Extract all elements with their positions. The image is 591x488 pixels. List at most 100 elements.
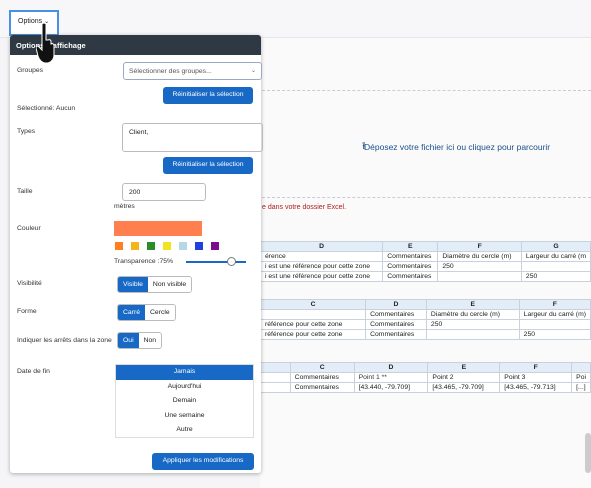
size-unit: mètres: [114, 203, 135, 210]
size-input[interactable]: 200: [122, 183, 206, 201]
table-cell: Commentaires: [382, 271, 439, 282]
table-header: D: [365, 299, 427, 310]
table-cell: 250: [520, 271, 591, 282]
warning-text: e dans votre dossier Excel.: [262, 204, 347, 211]
table-cell: Diamètre du cercle (m): [437, 251, 522, 262]
table-cell: référence pour cette zone: [259, 319, 367, 330]
visibility-toggle: Visible Non visible: [117, 276, 193, 293]
color-swatch-green[interactable]: [147, 242, 155, 250]
table-row: érence Commentaires Diamètre du cercle (…: [259, 251, 591, 262]
slider-handle[interactable]: [227, 257, 236, 266]
shape-label: Forme: [17, 308, 37, 315]
groups-select[interactable]: Sélectionner des groupes... ⌄: [123, 62, 262, 80]
table-header: F: [437, 241, 522, 252]
table-cell: [43.465, -79.713]: [499, 382, 573, 393]
apply-button[interactable]: Appliquer les modifications: [152, 453, 254, 470]
table-cell: i est une référence pour cette zone: [259, 261, 384, 272]
table-cell: érence: [259, 251, 384, 262]
transparency-label: Transparence :75%: [114, 258, 174, 265]
table-cell: Commentaires: [365, 329, 427, 340]
color-swatch-orange[interactable]: [115, 242, 123, 250]
file-dropzone[interactable]: ⭱ Déposez votre fichier ici ou cliquez p…: [262, 90, 591, 198]
scrollbar[interactable]: [585, 433, 591, 473]
table-cell: [520, 261, 591, 272]
types-label: Types: [17, 128, 36, 135]
groups-reset-button[interactable]: Réinitialiser la sélection: [163, 87, 253, 104]
end-date-option[interactable]: Demain: [172, 397, 197, 405]
color-swatch-yellow[interactable]: [163, 242, 171, 250]
shape-option-circle[interactable]: Cercle: [145, 305, 175, 320]
table-header: [571, 362, 591, 373]
types-value: Client,: [129, 129, 149, 136]
upload-icon: ⭱: [362, 141, 366, 152]
table-header: E: [425, 299, 520, 310]
table-1: D E F G érence Commentaires Diamètre du …: [259, 241, 591, 282]
groups-label: Groupes: [17, 67, 44, 74]
visibility-label: Visibilité: [17, 280, 42, 287]
table-header: E: [427, 362, 501, 373]
options-button-label: Options: [18, 18, 43, 25]
table-header: C: [259, 299, 367, 310]
table-cell: Point 1 **: [353, 372, 429, 383]
table-cell: [259, 309, 367, 320]
table-header: F: [518, 299, 591, 310]
table-cell: [43.465, -79.709]: [427, 382, 501, 393]
end-date-list: Jamais Aujourd'hui Demain Une semaine Au…: [115, 364, 254, 438]
table-header: [260, 362, 291, 373]
types-input[interactable]: Client,: [122, 123, 263, 152]
color-swatch-amber[interactable]: [131, 242, 139, 250]
table-cell: Commentaires: [382, 261, 439, 272]
color-label: Couleur: [17, 225, 41, 232]
table-row: Commentaires Point 1 ** Point 2 Point 3 …: [260, 372, 591, 383]
top-bar: Options ⌄: [0, 0, 591, 38]
table-cell: i est une référence pour cette zone: [259, 271, 384, 282]
visibility-option-visible[interactable]: Visible: [118, 277, 148, 292]
table-cell: [425, 329, 520, 340]
table-row: i est une référence pour cette zone Comm…: [259, 261, 591, 272]
table-header: F: [499, 362, 573, 373]
stops-option-no[interactable]: Non: [138, 333, 162, 348]
table-row: i est une référence pour cette zone Comm…: [259, 271, 591, 282]
table-cell: [260, 372, 291, 383]
color-preview[interactable]: [114, 221, 202, 236]
shape-toggle: Carré Cercle: [117, 304, 176, 321]
table-cell: 250: [437, 261, 522, 272]
end-date-option[interactable]: Aujourd'hui: [167, 382, 202, 390]
table-cell: 250: [518, 329, 591, 340]
display-options-panel: Options d'affichage Groupes Sélectionner…: [10, 35, 263, 473]
end-date-option[interactable]: Jamais: [116, 365, 253, 380]
table-cell: [260, 382, 291, 393]
transparency-slider[interactable]: [186, 257, 246, 266]
table-row: Commentaires Diamètre du cercle (m) Larg…: [259, 309, 591, 320]
table-cell: Poi: [571, 372, 591, 383]
dropzone-text: Déposez votre fichier ici ou cliquez pou…: [364, 142, 551, 152]
chevron-down-icon: ⌄: [44, 19, 50, 25]
table-cell: [43.440, -79.709]: [353, 382, 429, 393]
stops-option-yes[interactable]: Oui: [118, 333, 139, 348]
table-header: D: [353, 362, 429, 373]
stops-label: Indiquer les arrêts dans la zone: [17, 337, 112, 344]
color-swatch-blue[interactable]: [195, 242, 203, 250]
table-cell: référence pour cette zone: [259, 329, 367, 340]
end-date-option[interactable]: Une semaine: [164, 411, 205, 419]
chevron-down-icon: ⌄: [250, 68, 256, 74]
end-date-option[interactable]: Autre: [176, 426, 193, 434]
color-swatch-lightblue[interactable]: [179, 242, 187, 250]
table-cell: Commentaires: [382, 251, 439, 262]
table-cell: [518, 319, 591, 330]
table-header: E: [382, 241, 439, 252]
table-cell: [437, 271, 522, 282]
point-label: Point 1 **: [358, 374, 387, 381]
selected-text: Sélectionné: Aucun: [17, 105, 76, 112]
shape-option-square[interactable]: Carré: [118, 305, 145, 320]
table-cell: Commentaires: [289, 382, 355, 393]
table-row: référence pour cette zone Commentaires 2…: [259, 319, 591, 330]
table-cell: Commentaires: [365, 309, 427, 320]
table-cell: Point 3: [499, 372, 573, 383]
table-cell: Largeur du carré (m: [520, 251, 591, 262]
size-label: Taille: [17, 188, 33, 195]
table-3: C D E F Commentaires Point 1 ** Point 2 …: [260, 362, 591, 393]
color-swatch-purple[interactable]: [211, 242, 219, 250]
visibility-option-hidden[interactable]: Non visible: [147, 277, 192, 292]
types-reset-button[interactable]: Réinitialiser la sélection: [163, 157, 253, 174]
